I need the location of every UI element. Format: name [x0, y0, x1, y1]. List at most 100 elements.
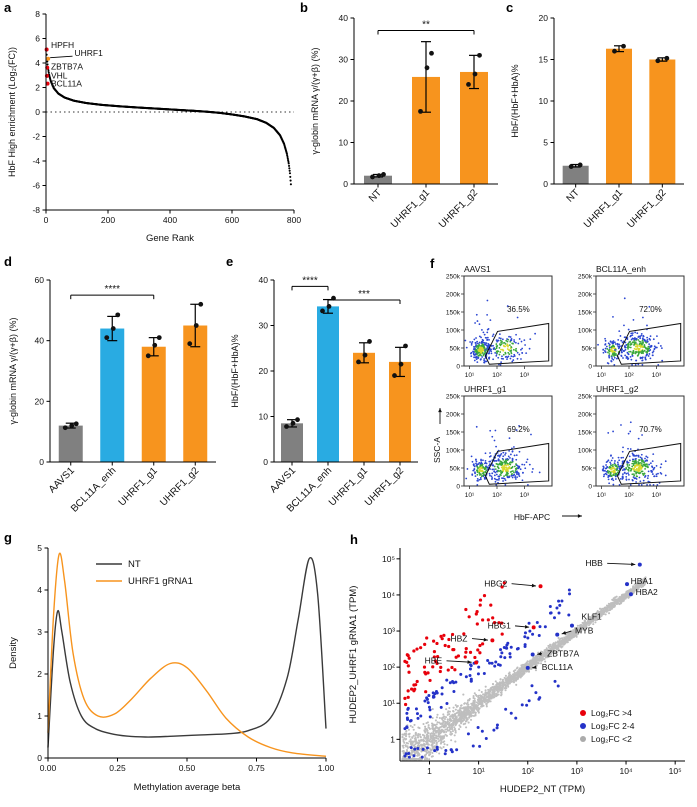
- panel-b-gamma-globin-bar-chart: 0 10 20 30 40 NT UHRF1_g1 UHRF1_g2 ** γ-globin mR…: [306, 2, 508, 256]
- flow-x-tick: 10²: [492, 372, 502, 379]
- bar-AAVS1: [281, 423, 303, 462]
- gene-point-HBA2: [628, 592, 633, 597]
- y-tick-label: 8: [35, 9, 40, 19]
- flow-cytometry-svg: AAVS1 0 50k 100k 150k 200k 250k 10¹ 10² 10³ 36.5% B…: [432, 264, 685, 522]
- flow-y-axis-label: SSC-A: [432, 437, 442, 463]
- gene-highlight-UHRF1: UHRF1: [75, 48, 104, 58]
- y-tick-label: 10²: [383, 662, 395, 672]
- flow-y-tick: 200k: [578, 412, 593, 419]
- flow-y-tick: 150k: [446, 430, 461, 437]
- gene-highlight-HPFH: HPFH: [51, 40, 74, 50]
- y-tick-label: 10⁵: [382, 554, 395, 564]
- y-tick-label: 60: [35, 275, 45, 285]
- flow-x-tick: 10³: [520, 372, 530, 379]
- y-tick-label: 10: [339, 138, 349, 148]
- significance-label: ****: [302, 275, 318, 286]
- methylation-density-svg: 0 1 2 3 4 5 0.00 0.25 0.50 0.75 1.00 NT UHRF1 gRNA1 M…: [8, 543, 335, 793]
- significance-label: **: [422, 19, 430, 30]
- panel-label-f: f: [430, 256, 435, 271]
- gene-label-HBA2: HBA2: [636, 587, 658, 597]
- gene-label-BCL11A: BCL11A: [542, 662, 573, 672]
- gene-label-ZBTB7A: ZBTB7A: [547, 648, 579, 658]
- y-tick-label: 0: [263, 457, 268, 467]
- x-tick-label: 10²: [522, 766, 534, 776]
- panel-label-c: c: [506, 0, 514, 15]
- y-tick-label: 20: [539, 13, 549, 23]
- flow-y-tick: 0: [588, 364, 592, 371]
- bar-UHRF1_g1: [606, 48, 632, 185]
- y-axis-label: HbF/(HbF+HbA)%: [510, 64, 520, 137]
- x-tick-label: 10⁴: [619, 766, 632, 776]
- flow-y-tick: 200k: [446, 292, 461, 299]
- flow-y-tick: 50k: [450, 346, 461, 353]
- bar-UHRF1_g1: [141, 346, 166, 462]
- y-tick-label: 30: [339, 55, 349, 65]
- d-bar-chart-svg: 0204060AAVS1BCL11A_enhUHRF1_g1UHRF1_g2**…: [8, 275, 216, 515]
- flow-title-BCL11A_enh: BCL11A_enh: [596, 264, 646, 274]
- flow-y-tick: 250k: [578, 394, 593, 401]
- bar-NT: [364, 175, 392, 184]
- y-axis-label: γ-globin mRNA γ/(γ+β) (%): [310, 48, 320, 155]
- y-tick-label: -8: [32, 205, 40, 215]
- x-tick-label: 200: [101, 215, 115, 225]
- flow-y-tick: 150k: [578, 310, 593, 317]
- flow-y-tick: 200k: [578, 292, 593, 299]
- flow-x-tick: 10³: [652, 372, 662, 379]
- y-tick-label: 10: [259, 412, 269, 422]
- y-axis-label: HbF High enrichment (Log₂(FC)): [7, 47, 17, 177]
- y-tick-label: 0: [543, 179, 548, 189]
- gene-point-KLF1: [569, 623, 574, 628]
- y-tick-label: 20: [35, 396, 45, 406]
- gene-highlight-BCL11A: BCL11A: [51, 79, 82, 89]
- y-tick-label: 6: [35, 34, 40, 44]
- y-tick-label: 10: [539, 96, 549, 106]
- gene-label-HBG1: HBG1: [488, 621, 511, 631]
- flow-y-tick: 50k: [582, 346, 593, 353]
- y-tick-label: 5: [543, 138, 548, 148]
- density-curve-NT: [47, 556, 327, 748]
- gene-label-HBG2: HBG2: [484, 578, 507, 588]
- y-axis-label: HbF/(HbF+HbA)%: [230, 334, 240, 407]
- bar-UHRF1_g2: [389, 361, 411, 462]
- panel-c-hbf-bar-chart: 0 5 10 15 20 NT UHRF1_g1 UHRF1_g2 HbF/(HbF+HbA)%: [506, 2, 696, 256]
- flow-x-tick: 10¹: [465, 372, 475, 379]
- category-label-UHRF1_g2: UHRF1_g2: [625, 187, 668, 230]
- x-tick-label: 800: [287, 215, 301, 225]
- flow-y-tick: 0: [456, 364, 460, 371]
- gene-label-MYB: MYB: [575, 625, 594, 635]
- y-tick-label: 1: [390, 734, 395, 744]
- gene-point-HBZ: [490, 638, 495, 643]
- flow-x-tick: 10²: [492, 492, 502, 499]
- x-tick-label: 0.50: [179, 763, 196, 773]
- y-tick-label: 30: [259, 321, 269, 331]
- y-tick-label: 40: [339, 13, 349, 23]
- flow-x-tick: 10²: [624, 372, 634, 379]
- flow-x-tick: 10¹: [597, 492, 607, 499]
- legend-UHRF1 gRNA1: UHRF1 gRNA1: [128, 576, 193, 587]
- panel-label-e: e: [226, 254, 234, 269]
- flow-pct-UHRF1_g2: 70.7%: [639, 425, 662, 434]
- bar-UHRF1_g1: [353, 352, 375, 462]
- legend-item-1: Log₂FC 2-4: [591, 721, 635, 731]
- panel-a-gene-rank-chart: -8 -6 -4 -2 0 2 4 6 8 0 200 400 600 800 HPFH UHRF1 ZBTB7…: [4, 2, 306, 254]
- category-label-UHRF1_g2: UHRF1_g2: [437, 187, 480, 230]
- category-label-NT: NT: [367, 187, 384, 204]
- flow-y-tick: 0: [588, 484, 592, 491]
- gene-label-KLF1: KLF1: [581, 612, 602, 622]
- flow-y-tick: 0: [456, 484, 460, 491]
- gene-point-HBG1: [531, 625, 536, 630]
- y-axis-label: γ-globin mRNA γ/(γ+β) (%): [8, 318, 18, 425]
- panel-f-flow-cytometry-grid: AAVS1 0 50k 100k 150k 200k 250k 10¹ 10² 10³ 36.5% B…: [428, 262, 697, 544]
- flow-y-tick: 100k: [578, 328, 593, 335]
- flow-gate: [616, 322, 682, 365]
- density-curve-UHRF1 gRNA1: [47, 552, 327, 758]
- flow-x-tick: 10¹: [465, 492, 475, 499]
- category-label-AAVS1: AAVS1: [268, 465, 298, 495]
- e-bar-chart-svg: 010203040AAVS1BCL11A_enhUHRF1_g1UHRF1_g2…: [230, 275, 418, 515]
- gene-point-ZBTB7A: [530, 652, 535, 657]
- x-axis-label: HUDEP2_NT (TPM): [500, 784, 585, 795]
- x-tick-label: 0.75: [248, 763, 265, 773]
